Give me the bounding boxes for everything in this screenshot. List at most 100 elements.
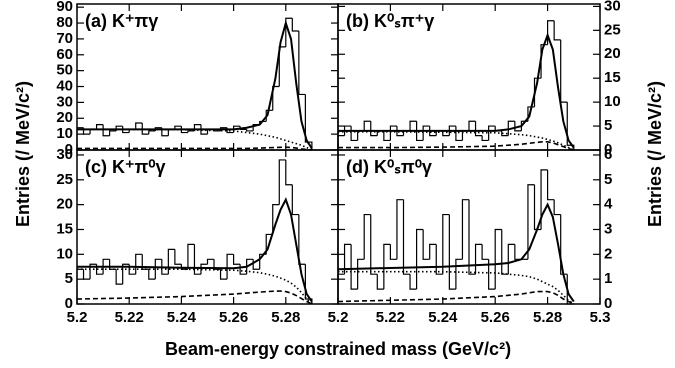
panel-label: (b) K⁰ₛπ⁺γ — [346, 11, 434, 31]
histogram-bin — [540, 169, 548, 230]
y-tick-label: 20 — [56, 196, 73, 213]
y-tick-label: 4 — [604, 196, 613, 213]
y-tick-label: 90 — [56, 0, 73, 15]
panel-label: (d) K⁰ₛπ⁰γ — [346, 157, 432, 177]
histogram-bin — [95, 124, 104, 130]
histogram-bin — [409, 274, 417, 290]
histogram-bin — [481, 244, 489, 260]
y-tick-label: 10 — [56, 125, 73, 142]
histogram-bin — [141, 123, 149, 135]
histogram-bin — [461, 199, 469, 260]
histogram-bin — [455, 126, 463, 142]
x-tick-label: 5.28 — [533, 309, 562, 326]
y-tick-label: 1 — [604, 270, 612, 287]
y-tick-label: 80 — [56, 14, 73, 31]
y-tick-label: 30 — [56, 93, 73, 110]
histogram-bin — [507, 243, 515, 275]
histogram-bin — [455, 258, 463, 290]
x-tick-label: 5.2 — [67, 309, 88, 326]
histogram-bin — [481, 135, 489, 142]
fit-curve — [77, 128, 313, 151]
histogram-bin — [514, 244, 522, 260]
histogram-bin — [507, 120, 515, 136]
panel-label: (c) K⁺π⁰γ — [85, 157, 166, 177]
histogram-bin — [402, 199, 411, 275]
x-axis-label: Beam-energy constrained mass (GeV/c²) — [165, 339, 511, 359]
y-tick-label: 0 — [65, 295, 73, 312]
histogram-bin — [174, 125, 182, 130]
histogram-bin — [291, 18, 299, 32]
histogram-bin — [102, 258, 110, 275]
histogram-bin — [122, 126, 130, 134]
histogram-bin — [337, 273, 345, 304]
histogram-bin — [200, 124, 208, 135]
x-tick-label: 5.2 — [328, 309, 349, 326]
histogram-bin — [357, 258, 365, 290]
histogram-bin — [161, 259, 169, 275]
y-tick-label: 15 — [56, 220, 73, 237]
histogram-bin — [343, 243, 352, 275]
histogram-bin — [560, 39, 568, 103]
fit-curve — [338, 270, 575, 305]
histogram-bin — [547, 20, 555, 45]
x-tick-label: 5.26 — [481, 309, 510, 326]
histogram-bin — [161, 127, 169, 137]
histogram-bin — [135, 253, 143, 275]
histogram-bin — [219, 269, 228, 280]
x-tick-label: 5.22 — [115, 309, 144, 326]
histogram-bin — [435, 244, 443, 275]
histogram-bin — [396, 126, 404, 137]
panel-label: (a) K⁺πγ — [85, 11, 158, 31]
y-tick-label: 15 — [604, 69, 621, 86]
histogram-bin — [135, 122, 143, 130]
histogram-bin — [278, 159, 286, 205]
histogram-bin — [514, 121, 522, 132]
histogram-bin — [442, 213, 450, 275]
x-tick-label: 5.24 — [428, 309, 458, 326]
histogram-bin — [363, 120, 371, 131]
y-tick-label: 70 — [56, 30, 73, 47]
y-tick-label: 10 — [604, 93, 621, 110]
histogram-bin — [409, 120, 417, 131]
y-tick-label: 10 — [56, 245, 73, 262]
y-tick-label: 20 — [56, 109, 73, 126]
histogram-bin — [187, 130, 195, 133]
histogram-bin — [370, 121, 378, 137]
histogram-bin — [396, 199, 404, 260]
histogram-bin — [89, 263, 97, 280]
histogram-bin — [468, 120, 476, 131]
fit-curve — [338, 141, 575, 151]
histogram-bin — [547, 169, 555, 201]
fit-curve — [338, 32, 575, 149]
histogram-bin — [298, 214, 306, 265]
histogram-bin — [363, 213, 371, 260]
histogram-bin — [115, 269, 123, 285]
histogram-bin — [370, 214, 378, 275]
y-tick-label: 25 — [56, 171, 73, 188]
fit-curve — [77, 19, 313, 149]
histogram-bin — [468, 199, 476, 275]
histogram-bin — [148, 130, 156, 135]
fit-curve — [337, 202, 575, 303]
histogram-bin — [448, 125, 456, 136]
histogram-bin — [494, 228, 502, 290]
histogram-bin — [246, 258, 254, 275]
histogram-bin — [233, 254, 241, 265]
histogram-bin — [389, 125, 397, 141]
histogram-bin — [265, 233, 273, 255]
histogram-bin — [200, 263, 208, 275]
histogram-bin — [350, 126, 358, 142]
histogram-bin — [448, 214, 456, 290]
histogram-bin — [102, 124, 110, 137]
histogram-bin — [540, 44, 548, 79]
y-axis-label: Entries (/ MeV/c²) — [645, 81, 665, 227]
histogram-bin — [553, 20, 561, 41]
y-tick-label: 0 — [604, 141, 612, 158]
histogram-bin — [122, 263, 130, 285]
histogram-bin — [488, 125, 496, 141]
y-tick-label: 3 — [604, 220, 612, 237]
histogram-bin — [501, 130, 509, 137]
histogram-bin — [337, 135, 345, 150]
histogram-bin — [82, 269, 91, 280]
